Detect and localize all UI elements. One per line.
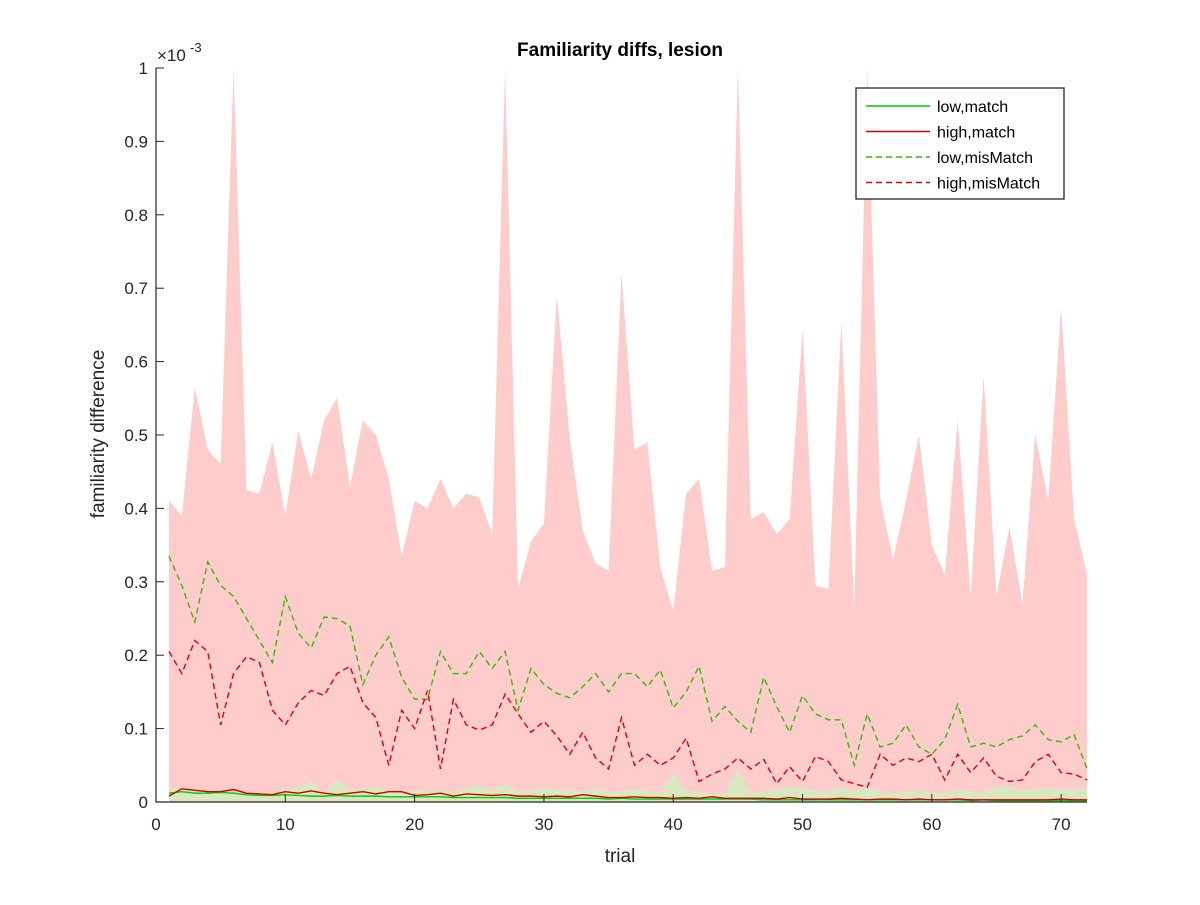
band-area-high	[168, 68, 1087, 800]
y-axis-label: familiarity difference	[88, 350, 109, 519]
y-tick-label: 0.5	[124, 426, 148, 445]
y-tick-label: 0.8	[124, 206, 148, 225]
series-line-high-mismatch	[168, 639, 1088, 789]
x-tick-label: 40	[664, 815, 683, 834]
legend-label: low,misMatch	[937, 150, 1033, 167]
legend-items: low,match high,match low,misMatch high,misM…	[866, 99, 1040, 193]
band-area-low	[168, 768, 1087, 802]
series-line-high-match	[168, 788, 1087, 801]
x-tick-label: 60	[922, 815, 941, 834]
legend-label: high,match	[937, 125, 1015, 142]
y-tick-label: 0.9	[124, 132, 148, 151]
legend: low,match high,match low,misMatch high,misM…	[855, 87, 1065, 200]
y-exponent-power: -3	[190, 40, 202, 55]
x-axis-label: trial	[605, 846, 636, 867]
y-tick-label: 1	[139, 59, 148, 78]
x-tick-label: 30	[534, 815, 553, 834]
lines-layer	[168, 555, 1088, 802]
y-tick-label: 0.7	[124, 279, 148, 298]
legend-label: low,match	[937, 99, 1008, 116]
y-exponent-label: ×10 -3	[157, 40, 202, 65]
legend-label: high,misMatch	[937, 176, 1040, 193]
y-exponent-base: ×10	[157, 46, 186, 65]
x-tick-label: 0	[151, 815, 160, 834]
bands-layer	[168, 68, 1087, 802]
ticks-layer: 0 10 20 30 40 50 60 70 0 0.1 0.2 0.3 0.4 0.5 0.6 0.7 0.8…	[124, 59, 1070, 834]
x-tick-label: 50	[793, 815, 812, 834]
x-tick-label: 10	[276, 815, 295, 834]
series-line-low-mismatch	[168, 555, 1088, 770]
y-tick-label: 0.1	[124, 720, 148, 739]
x-tick-label: 20	[405, 815, 424, 834]
y-tick-label: 0.2	[124, 646, 148, 665]
y-tick-label: 0.6	[124, 353, 148, 372]
x-tick-label: 70	[1052, 815, 1071, 834]
y-tick-label: 0	[139, 793, 148, 812]
y-tick-label: 0.3	[124, 573, 148, 592]
chart-title: Familiarity diffs, lesion	[517, 40, 723, 61]
y-tick-label: 0.4	[124, 499, 148, 518]
